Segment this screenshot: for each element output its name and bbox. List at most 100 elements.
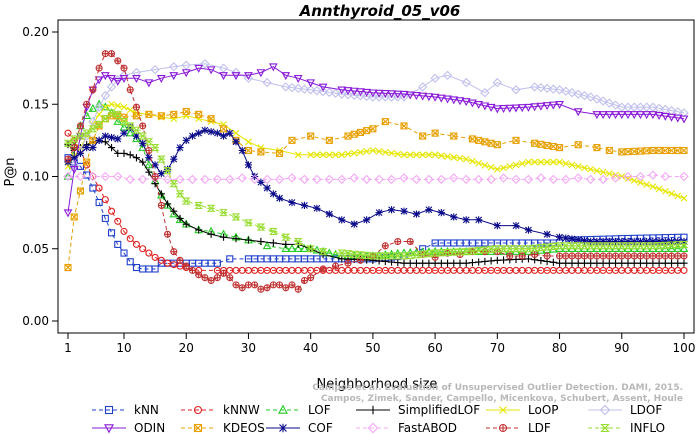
data-point [132, 103, 140, 111]
data-point [282, 240, 290, 249]
data-point [195, 226, 203, 234]
data-point [231, 213, 241, 221]
data-point [648, 170, 658, 180]
data-point [151, 172, 159, 181]
data-point [244, 281, 252, 289]
data-point [132, 74, 141, 83]
data-point [338, 151, 346, 159]
data-point [257, 178, 265, 186]
data-point [593, 237, 601, 246]
data-point [349, 87, 359, 96]
data-point [643, 237, 651, 246]
data-point [475, 216, 483, 224]
data-point [511, 104, 521, 113]
data-point [542, 83, 552, 94]
data-point [100, 171, 111, 182]
data-point [587, 237, 595, 246]
data-point [125, 128, 135, 137]
data-point [667, 259, 676, 267]
legend-item-simplifiedlof: SimplifiedLOF [356, 403, 480, 417]
data-point [194, 201, 203, 209]
data-point [145, 249, 153, 257]
data-point [425, 259, 433, 267]
data-point [101, 115, 110, 123]
data-point [313, 204, 321, 212]
data-point [393, 92, 403, 102]
data-point [679, 240, 689, 248]
data-point [562, 234, 570, 242]
data-point [232, 138, 240, 146]
data-point [269, 190, 277, 198]
data-point [400, 259, 408, 267]
data-point [593, 144, 601, 152]
data-point [568, 235, 576, 243]
data-point [611, 237, 620, 246]
data-point [475, 159, 483, 167]
x-tick-label: 40 [303, 341, 318, 355]
data-point [262, 77, 272, 88]
data-point [244, 146, 252, 155]
data-point [437, 209, 445, 217]
legend-label: KDEOS [223, 421, 265, 434]
data-point [642, 111, 652, 120]
data-point [175, 190, 185, 198]
data-point [256, 69, 266, 78]
legend-label: SimplifiedLOF [398, 403, 480, 417]
data-point [88, 103, 98, 112]
data-point [350, 149, 358, 157]
data-point [138, 132, 147, 140]
data-point [556, 252, 564, 260]
data-point [182, 220, 190, 228]
data-point [281, 72, 291, 81]
data-point [81, 131, 92, 141]
data-point [305, 85, 316, 95]
data-point [679, 244, 689, 252]
data-point [612, 252, 620, 260]
data-point [436, 94, 446, 103]
data-point [243, 73, 254, 83]
data-point [182, 262, 190, 270]
legend-marker [367, 422, 379, 434]
data-point [635, 102, 646, 112]
data-point [512, 255, 520, 264]
data-point [220, 125, 228, 133]
data-point [201, 274, 209, 282]
data-point [524, 103, 533, 112]
y-tick-label: 0.20 [22, 25, 49, 39]
data-point [549, 242, 558, 250]
series-line [67, 132, 684, 271]
data-point [599, 237, 607, 246]
data-point [673, 244, 683, 252]
data-point [456, 259, 464, 267]
data-point [436, 174, 447, 185]
data-point [643, 181, 651, 188]
data-point [624, 252, 632, 260]
data-point [405, 91, 415, 100]
data-point [419, 151, 427, 159]
data-point [505, 104, 515, 113]
data-point [144, 79, 154, 88]
data-point [89, 144, 97, 152]
data-point [585, 174, 596, 185]
data-point [660, 112, 670, 121]
data-point [668, 190, 675, 197]
data-point [623, 111, 633, 120]
data-point [399, 173, 409, 183]
data-point [94, 120, 104, 129]
data-point [486, 174, 496, 185]
data-point [542, 243, 552, 251]
legend-item-fastabod: FastABOD [356, 421, 457, 434]
data-point [114, 240, 122, 248]
data-point [492, 77, 503, 88]
legend-label: INFLO [630, 421, 665, 434]
legend-item-ldf: LDF [486, 421, 551, 434]
data-point [188, 132, 197, 140]
data-point [108, 50, 116, 58]
data-point [231, 72, 241, 81]
data-point [648, 102, 658, 112]
data-point [281, 82, 291, 92]
series-loop [64, 100, 688, 202]
data-point [406, 237, 414, 246]
data-point [195, 271, 203, 279]
data-point [219, 209, 228, 217]
